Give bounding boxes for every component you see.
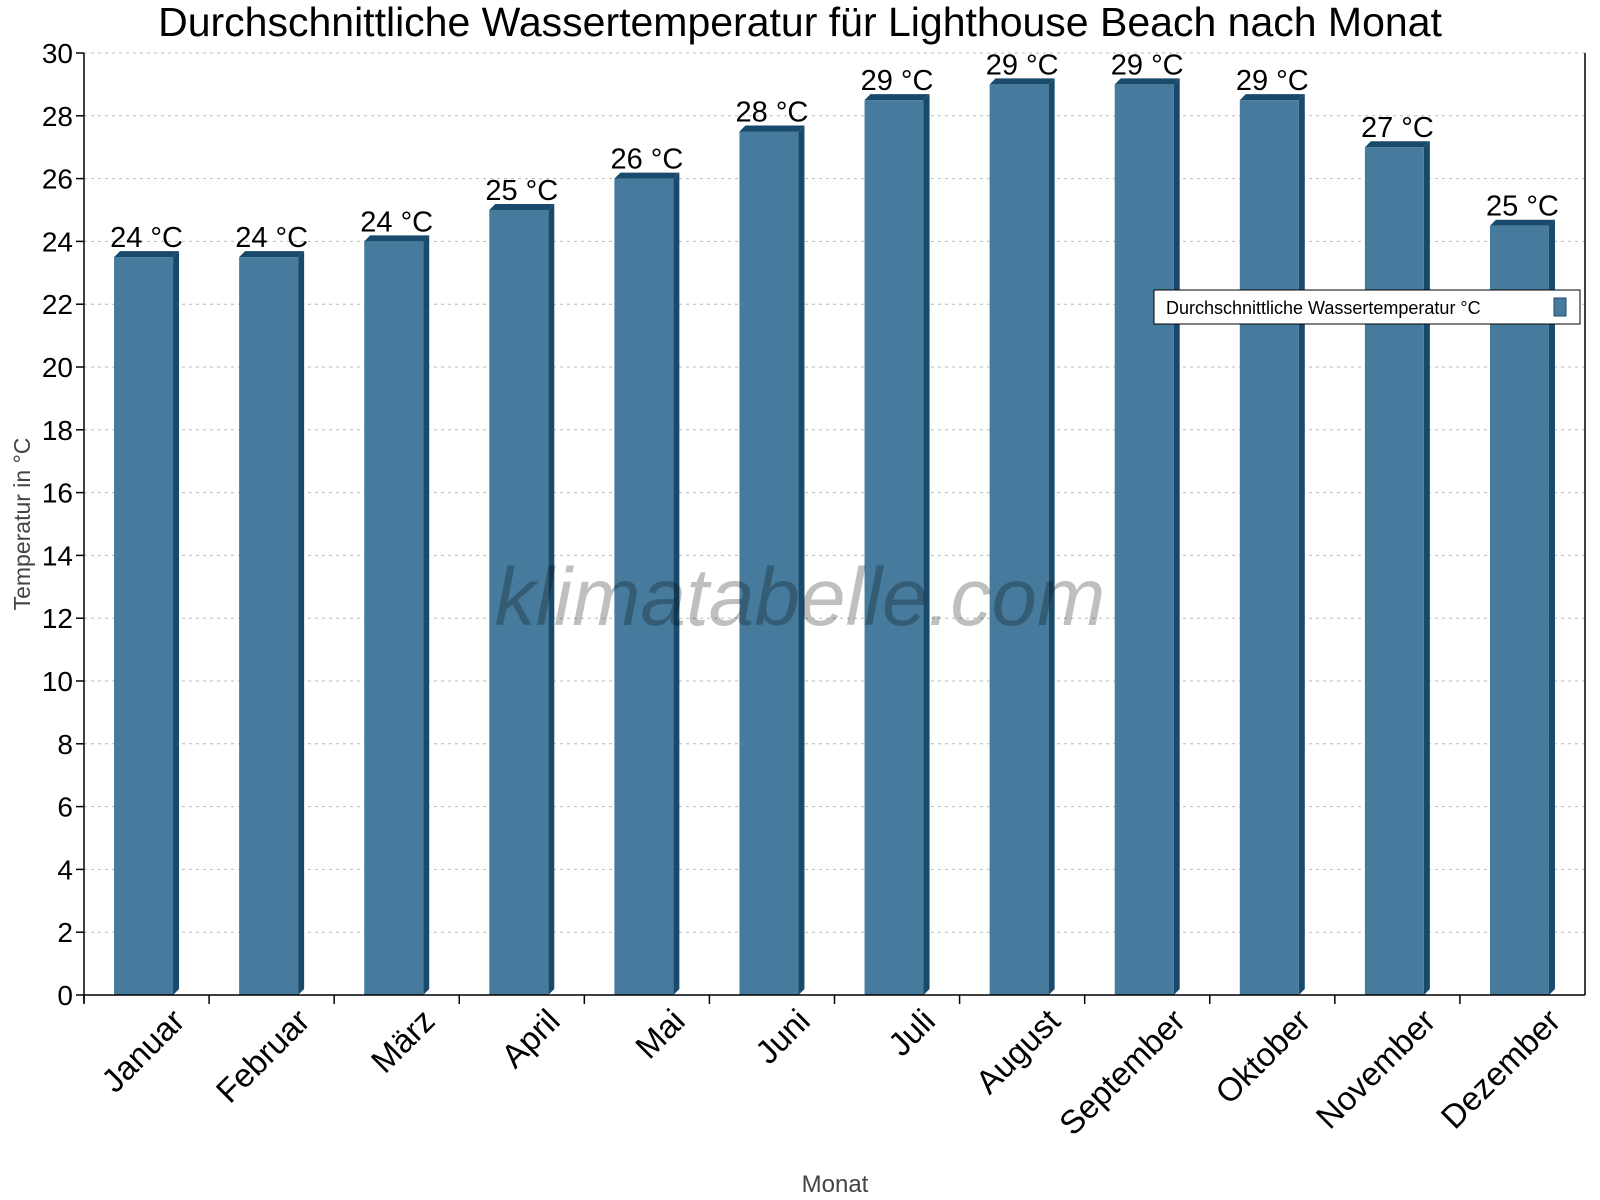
data-label: 27 °C [1361, 112, 1434, 144]
data-label: 29 °C [1111, 49, 1184, 81]
y-tick-label: 28 [42, 101, 73, 132]
data-label: 28 °C [736, 97, 809, 129]
bar-top [1114, 78, 1180, 85]
x-tick-label: Mai [628, 1002, 692, 1066]
y-tick-label: 2 [57, 917, 73, 948]
bar-top [989, 78, 1055, 85]
y-tick-label: 0 [57, 980, 73, 1011]
data-label: 29 °C [986, 49, 1059, 81]
bar-side [1048, 78, 1055, 995]
y-axis-label: Temperatur in °C [9, 438, 35, 611]
y-tick-label: 4 [57, 854, 73, 885]
x-tick-label: Juni [748, 1002, 817, 1071]
bar-top [1489, 219, 1555, 226]
bar [114, 257, 174, 996]
bar-side [548, 204, 555, 995]
y-tick-label: 30 [42, 38, 73, 69]
data-label: 29 °C [861, 65, 934, 97]
y-tick-label: 10 [42, 666, 73, 697]
x-tick-label: Juli [881, 1002, 942, 1063]
bar [364, 241, 424, 995]
chart-title: Durchschnittliche Wassertemperatur für L… [158, 0, 1442, 45]
bar [1489, 225, 1549, 995]
legend-swatch [1553, 297, 1567, 317]
bar-side [423, 235, 430, 995]
x-tick-label: März [364, 1002, 442, 1080]
y-tick-label: 16 [42, 478, 73, 509]
data-label: 25 °C [1486, 191, 1559, 223]
bar-side [673, 172, 680, 996]
bar-side [1173, 78, 1180, 995]
data-label: 25 °C [485, 175, 558, 207]
bar-top [739, 125, 805, 132]
bar-top [239, 251, 305, 258]
x-tick-label: Oktober [1208, 1002, 1317, 1111]
bar [489, 210, 549, 995]
bar [239, 257, 299, 996]
bar-side [1298, 94, 1305, 996]
bar [739, 131, 799, 995]
bar-top [364, 235, 430, 242]
x-tick-label: Februar [209, 1002, 317, 1110]
bar-top [864, 94, 930, 101]
bar-side [798, 125, 805, 995]
bars: 24 °C 24 °C 24 °C 25 °C 26 °C 28 °C 29 °C 29 °C… [110, 49, 1559, 996]
y-tick-label: 14 [42, 540, 73, 571]
bar-side [923, 94, 930, 996]
watermark: klimatabelle.com [495, 552, 1106, 643]
bar-top [114, 251, 180, 258]
x-tick-label: Dezember [1434, 1002, 1568, 1136]
bar-side [173, 251, 180, 996]
bar [1239, 100, 1299, 996]
y-tick-label: 24 [42, 226, 73, 257]
x-tick-label: April [494, 1002, 567, 1075]
bar [864, 100, 924, 996]
x-tick-label: September [1052, 1002, 1192, 1142]
y-tick-label: 18 [42, 415, 73, 446]
data-label: 29 °C [1236, 65, 1309, 97]
bar [1364, 147, 1424, 995]
bar [614, 178, 674, 996]
y-tick-label: 8 [57, 729, 73, 760]
x-tick-label: November [1309, 1002, 1443, 1136]
bar-top [1364, 141, 1430, 148]
bar-side [298, 251, 305, 996]
bar [1114, 84, 1174, 995]
bar-side [1548, 219, 1555, 995]
grid-lines [84, 52, 1585, 933]
bar-top [614, 172, 680, 179]
data-label: 26 °C [610, 144, 683, 176]
y-tick-label: 22 [42, 289, 73, 320]
bar-top [1239, 94, 1305, 101]
legend: Durchschnittliche Wassertemperatur °C [1153, 289, 1581, 325]
data-label: 24 °C [360, 206, 433, 238]
x-tick-label: Januar [94, 1002, 192, 1100]
bar-top [489, 204, 555, 210]
y-tick-label: 12 [42, 603, 73, 634]
y-tick-label: 26 [42, 164, 73, 195]
y-tick-label: 6 [57, 792, 73, 823]
legend-label: Durchschnittliche Wassertemperatur °C [1166, 298, 1481, 318]
data-label: 24 °C [110, 222, 183, 254]
bar [989, 84, 1049, 995]
x-tick-label: August [968, 1002, 1067, 1101]
legend-box [1153, 289, 1581, 325]
data-label: 24 °C [235, 222, 308, 254]
y-tick-label: 20 [42, 352, 73, 383]
bar-side [1423, 141, 1430, 995]
x-axis-label: Monat [802, 1171, 869, 1198]
